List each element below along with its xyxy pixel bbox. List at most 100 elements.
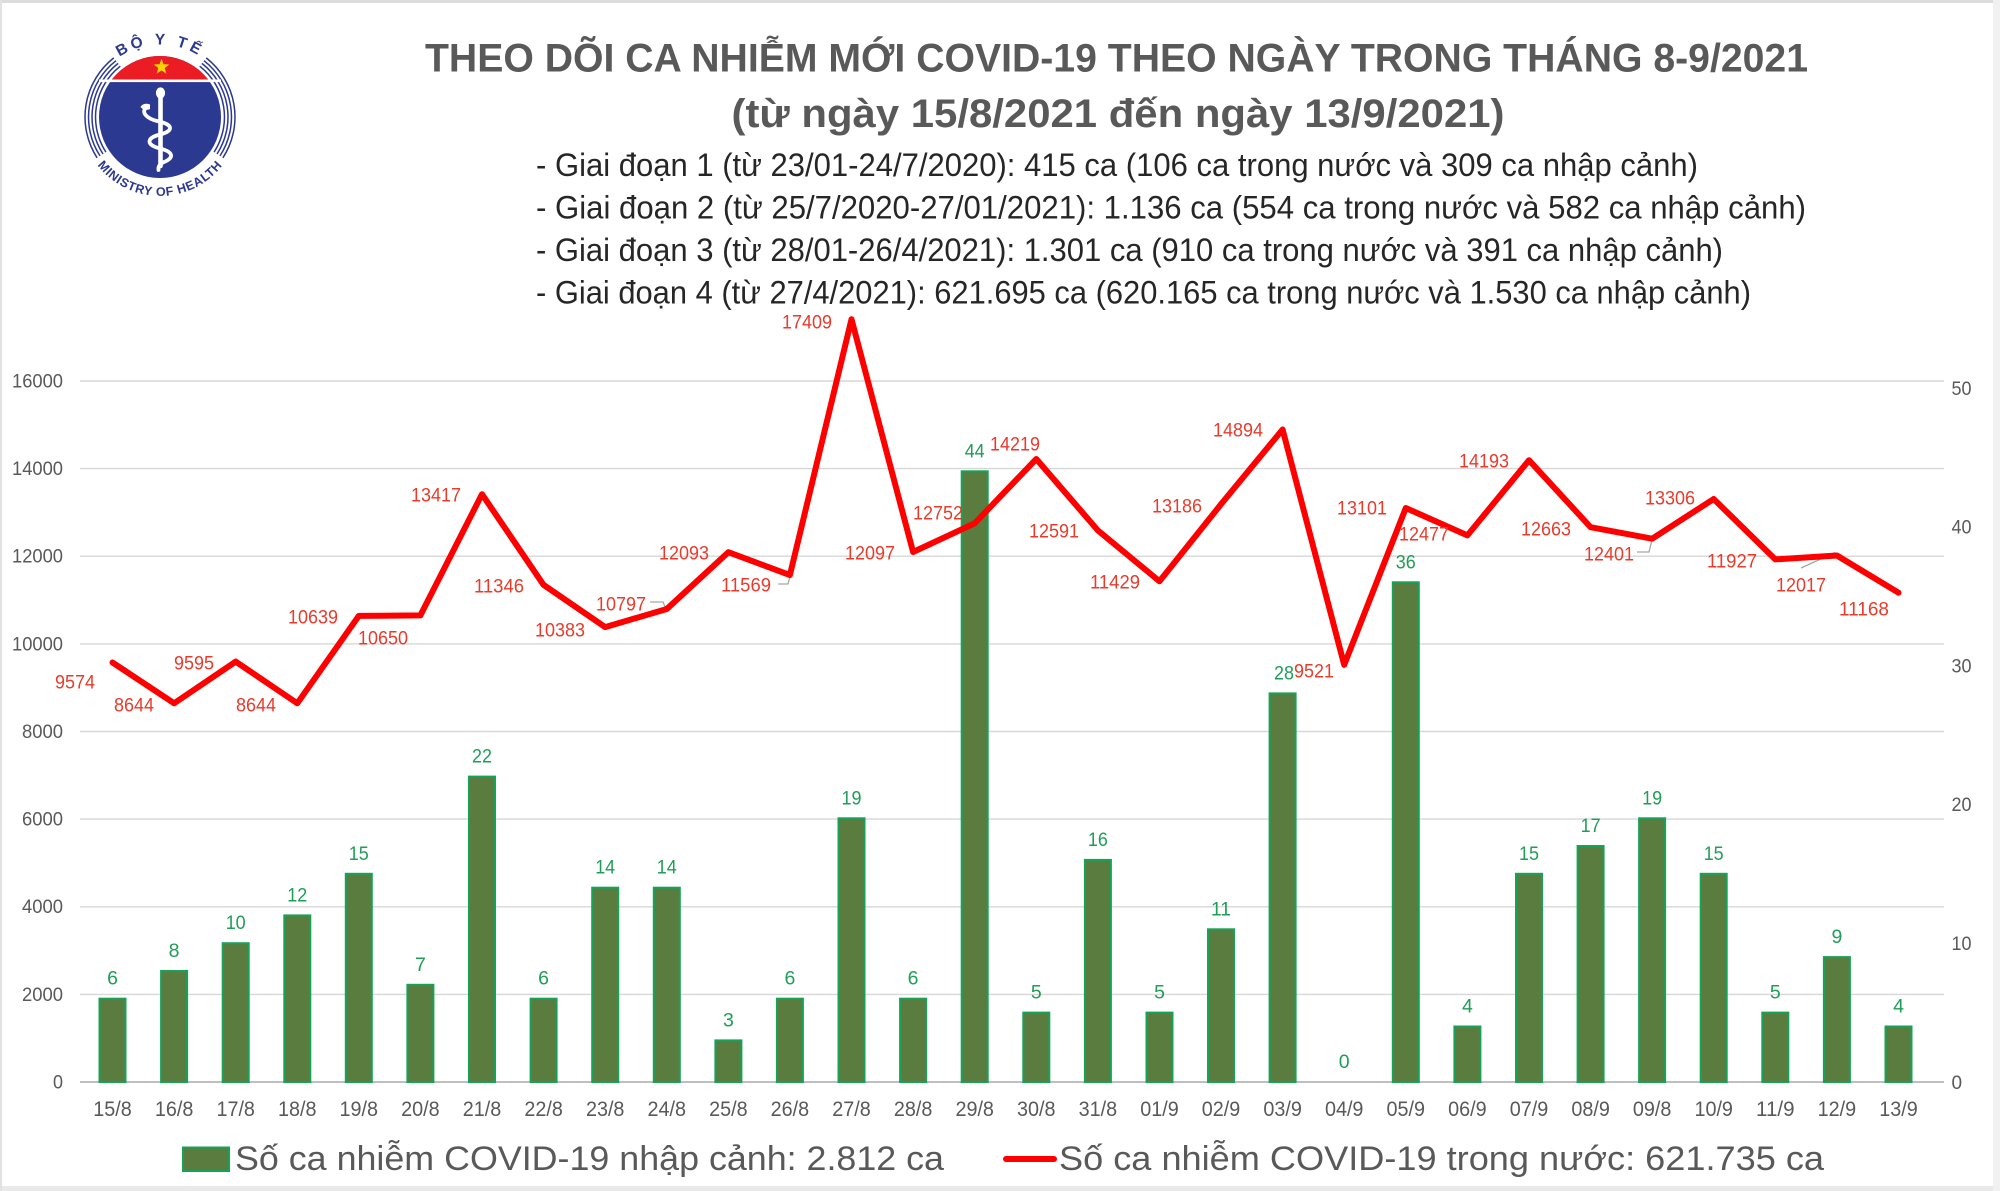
svg-text:8: 8 (169, 940, 180, 962)
svg-text:13101: 13101 (1337, 498, 1387, 520)
svg-text:01/9: 01/9 (1140, 1098, 1179, 1121)
svg-text:13/9: 13/9 (1879, 1098, 1918, 1121)
svg-text:16: 16 (1088, 829, 1108, 851)
svg-text:4: 4 (1462, 996, 1473, 1018)
svg-text:- Giai đoạn 4 (từ 27/4/2021):: - Giai đoạn 4 (từ 27/4/2021): 621.695 ca… (536, 275, 1751, 311)
svg-text:08/9: 08/9 (1571, 1098, 1610, 1121)
svg-text:9574: 9574 (55, 672, 95, 694)
svg-text:11429: 11429 (1090, 572, 1140, 594)
svg-text:13306: 13306 (1645, 488, 1695, 510)
svg-text:14: 14 (595, 857, 615, 879)
svg-text:10: 10 (226, 912, 246, 934)
svg-text:10650: 10650 (358, 628, 408, 650)
svg-text:19/8: 19/8 (340, 1098, 379, 1121)
svg-text:11569: 11569 (721, 575, 771, 597)
svg-text:0: 0 (1952, 1073, 1963, 1094)
svg-text:04/9: 04/9 (1325, 1098, 1364, 1121)
svg-text:9521: 9521 (1294, 661, 1334, 683)
svg-text:07/9: 07/9 (1510, 1098, 1549, 1121)
svg-text:12000: 12000 (12, 547, 63, 568)
svg-text:13417: 13417 (411, 485, 461, 507)
svg-text:18/8: 18/8 (278, 1098, 317, 1121)
svg-text:21/8: 21/8 (463, 1098, 502, 1121)
svg-text:4000: 4000 (22, 897, 63, 918)
svg-text:14894: 14894 (1213, 420, 1263, 442)
svg-text:12663: 12663 (1521, 519, 1571, 541)
svg-text:02/9: 02/9 (1202, 1098, 1241, 1121)
svg-text:28: 28 (1274, 662, 1294, 684)
svg-text:12097: 12097 (845, 543, 895, 565)
svg-text:16000: 16000 (12, 371, 63, 392)
svg-text:14219: 14219 (990, 434, 1040, 456)
svg-text:5: 5 (1770, 982, 1781, 1004)
svg-text:17/8: 17/8 (216, 1098, 255, 1121)
svg-text:7: 7 (415, 954, 426, 976)
svg-text:12591: 12591 (1029, 521, 1079, 543)
svg-text:10/9: 10/9 (1694, 1098, 1733, 1121)
svg-text:10: 10 (1952, 934, 1972, 955)
svg-text:8000: 8000 (22, 722, 63, 743)
svg-text:36: 36 (1396, 551, 1416, 573)
svg-text:03/9: 03/9 (1263, 1098, 1302, 1121)
svg-text:12093: 12093 (659, 543, 709, 565)
svg-text:20: 20 (1952, 795, 1972, 816)
svg-text:Số ca nhiễm COVID-19 trong nướ: Số ca nhiễm COVID-19 trong nước: 621.735… (1059, 1140, 1824, 1178)
svg-text:8644: 8644 (114, 695, 154, 717)
svg-text:4: 4 (1893, 996, 1904, 1018)
svg-text:10383: 10383 (535, 620, 585, 642)
svg-text:15/8: 15/8 (93, 1098, 132, 1121)
svg-text:19: 19 (1642, 787, 1662, 809)
svg-text:11927: 11927 (1707, 551, 1757, 573)
svg-text:16/8: 16/8 (155, 1098, 194, 1121)
svg-text:50: 50 (1952, 379, 1972, 400)
svg-text:10639: 10639 (288, 607, 338, 629)
svg-text:27/8: 27/8 (832, 1098, 871, 1121)
svg-text:09/8: 09/8 (1633, 1098, 1672, 1121)
svg-text:6: 6 (538, 968, 549, 990)
svg-text:15: 15 (1519, 843, 1539, 865)
svg-text:THEO DÕI CA NHIỄM MỚI COVID-19: THEO DÕI CA NHIỄM MỚI COVID-19 THEO NGÀY… (425, 35, 1808, 81)
svg-text:17409: 17409 (782, 312, 832, 334)
svg-text:- Giai đoạn 3 (từ 28/01-26/4/2: - Giai đoạn 3 (từ 28/01-26/4/2021): 1.30… (536, 232, 1723, 268)
svg-text:0: 0 (53, 1072, 63, 1093)
svg-text:5: 5 (1154, 982, 1165, 1004)
svg-text:6000: 6000 (22, 810, 63, 831)
svg-text:3: 3 (723, 1009, 734, 1031)
svg-text:22/8: 22/8 (524, 1098, 563, 1121)
svg-text:30/8: 30/8 (1017, 1098, 1056, 1121)
svg-text:10000: 10000 (12, 634, 63, 655)
svg-text:31/8: 31/8 (1079, 1098, 1118, 1121)
svg-text:26/8: 26/8 (771, 1098, 810, 1121)
svg-text:9: 9 (1831, 926, 1842, 948)
svg-text:44: 44 (965, 440, 985, 462)
svg-text:12017: 12017 (1776, 575, 1826, 597)
svg-text:14193: 14193 (1459, 451, 1509, 473)
svg-text:29/8: 29/8 (955, 1098, 994, 1121)
svg-text:0: 0 (1339, 1051, 1350, 1073)
svg-text:24/8: 24/8 (648, 1098, 687, 1121)
svg-text:12: 12 (287, 884, 307, 906)
svg-text:05/9: 05/9 (1387, 1098, 1426, 1121)
svg-text:6: 6 (107, 968, 118, 990)
svg-text:6: 6 (908, 968, 919, 990)
svg-text:12401: 12401 (1584, 544, 1634, 566)
svg-text:25/8: 25/8 (709, 1098, 748, 1121)
svg-text:8644: 8644 (236, 695, 276, 717)
svg-text:9595: 9595 (174, 653, 214, 675)
svg-text:22: 22 (472, 746, 492, 768)
svg-text:5: 5 (1031, 982, 1042, 1004)
svg-text:- Giai đoạn 1 (từ 23/01-24/7/2: - Giai đoạn 1 (từ 23/01-24/7/2020): 415 … (536, 147, 1698, 183)
svg-text:12/9: 12/9 (1818, 1098, 1857, 1121)
svg-text:11/9: 11/9 (1756, 1098, 1795, 1121)
svg-text:10797: 10797 (596, 594, 646, 616)
svg-text:2000: 2000 (22, 985, 63, 1006)
svg-text:19: 19 (842, 787, 862, 809)
svg-text:14: 14 (657, 857, 677, 879)
svg-text:- Giai đoạn 2 (từ 25/7/2020-27: - Giai đoạn 2 (từ 25/7/2020-27/01/2021):… (536, 190, 1806, 226)
svg-text:20/8: 20/8 (401, 1098, 440, 1121)
svg-text:6: 6 (784, 968, 795, 990)
svg-text:(từ ngày 15/8/2021 đến ngày 13: (từ ngày 15/8/2021 đến ngày 13/9/2021) (732, 92, 1505, 136)
svg-text:11: 11 (1211, 898, 1231, 920)
svg-text:40: 40 (1952, 518, 1972, 539)
svg-text:15: 15 (1704, 843, 1724, 865)
